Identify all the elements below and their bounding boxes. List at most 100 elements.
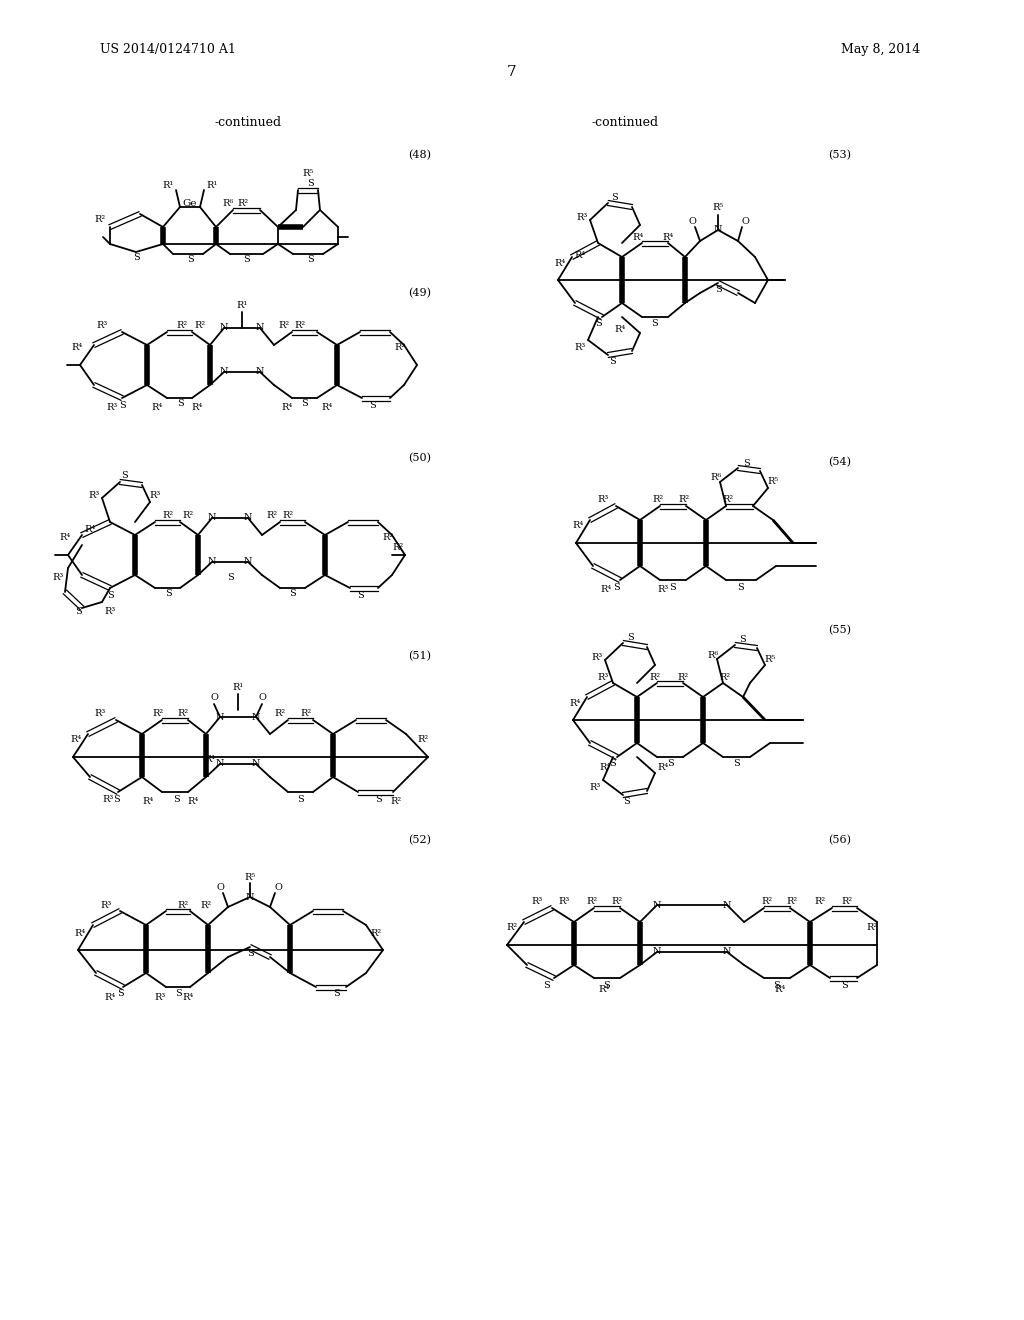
Text: (54): (54) [828,457,851,467]
Text: O: O [216,883,224,892]
Text: R²: R² [394,343,406,352]
Text: S: S [122,471,128,480]
Text: N: N [216,759,224,768]
Text: (51): (51) [408,651,431,661]
Text: R³: R³ [150,491,161,500]
Text: R²: R² [652,495,664,504]
Text: R⁴: R⁴ [191,404,203,412]
Text: S: S [375,795,381,804]
Text: (55): (55) [828,624,851,635]
Text: S: S [356,590,364,599]
Text: R²: R² [176,321,187,330]
Text: R³: R³ [106,404,118,412]
Text: S: S [742,458,750,467]
Text: S: S [119,400,125,409]
Text: S: S [113,795,120,804]
Text: S: S [733,759,740,768]
Text: R³: R³ [558,898,569,907]
Text: S: S [612,582,620,591]
Text: S: S [165,590,171,598]
Text: R⁶: R⁶ [711,474,722,483]
Text: N: N [256,367,264,376]
Text: S: S [627,632,634,642]
Text: N: N [216,713,224,722]
Text: O: O [741,216,749,226]
Text: S: S [369,400,376,409]
Text: R²: R² [195,321,206,330]
Text: R³: R³ [100,900,112,909]
Text: -continued: -continued [592,116,658,128]
Text: N: N [652,948,662,957]
Text: R²: R² [266,511,278,520]
Text: R²: R² [418,735,429,744]
Text: R⁵: R⁵ [764,655,775,664]
Text: R⁵: R⁵ [767,478,778,487]
Text: S: S [306,180,313,189]
Text: R³: R³ [574,342,586,351]
Text: R⁵: R⁵ [713,203,724,213]
Text: R⁴: R⁴ [75,928,86,937]
Text: S: S [176,400,183,408]
Text: R²: R² [177,900,188,909]
Text: R⁴: R⁴ [572,521,584,531]
Text: N: N [220,323,228,333]
Text: S: S [333,990,339,998]
Text: R¹: R¹ [205,755,216,764]
Text: R³: R³ [88,491,99,500]
Text: S: S [301,400,307,408]
Text: N: N [244,513,252,523]
Text: S: S [289,590,295,598]
Text: R⁴: R⁴ [282,404,293,412]
Text: S: S [611,193,618,202]
Text: R⁴: R⁴ [71,735,82,744]
Text: S: S [841,981,848,990]
Text: N: N [714,226,722,235]
Text: N: N [208,513,216,523]
Text: S: S [736,582,743,591]
Text: (53): (53) [828,150,851,160]
Text: R⁶: R⁶ [222,199,233,209]
Text: S: S [651,319,658,329]
Text: R⁴: R⁴ [72,343,83,352]
Text: R²: R² [390,797,401,807]
Text: S: S [608,356,615,366]
Text: S: S [544,981,550,990]
Text: R⁴: R⁴ [657,763,669,771]
Text: S: S [773,981,780,990]
Text: R²: R² [786,898,798,907]
Text: N: N [252,759,260,768]
Text: N: N [652,900,662,909]
Text: S: S [186,256,194,264]
Text: R²: R² [678,672,688,681]
Text: R²: R² [720,672,730,681]
Text: R²: R² [182,511,194,520]
Text: R²: R² [762,898,772,907]
Text: R⁵: R⁵ [245,873,256,882]
Text: R³: R³ [657,586,669,594]
Text: S: S [715,285,721,294]
Text: S: S [297,795,303,804]
Text: R²: R² [679,495,689,504]
Text: O: O [210,693,218,702]
Text: R²: R² [279,321,290,330]
Text: O: O [274,883,282,892]
Text: US 2014/0124710 A1: US 2014/0124710 A1 [100,44,236,57]
Text: (48): (48) [408,150,431,160]
Text: S: S [106,590,114,599]
Text: R²: R² [382,533,393,543]
Text: S: S [306,256,313,264]
Text: R²: R² [283,511,294,520]
Text: R⁴: R⁴ [633,232,644,242]
Text: R⁴: R⁴ [322,404,333,412]
Text: N: N [244,557,252,566]
Text: N: N [256,323,264,333]
Text: R⁴: R⁴ [554,259,565,268]
Text: R⁴: R⁴ [614,326,626,334]
Text: R²: R² [814,898,825,907]
Text: May 8, 2014: May 8, 2014 [841,44,920,57]
Text: S: S [175,990,181,998]
Text: R²: R² [611,898,623,907]
Text: S: S [243,256,250,264]
Text: 7: 7 [507,65,517,79]
Text: R⁴: R⁴ [574,251,586,260]
